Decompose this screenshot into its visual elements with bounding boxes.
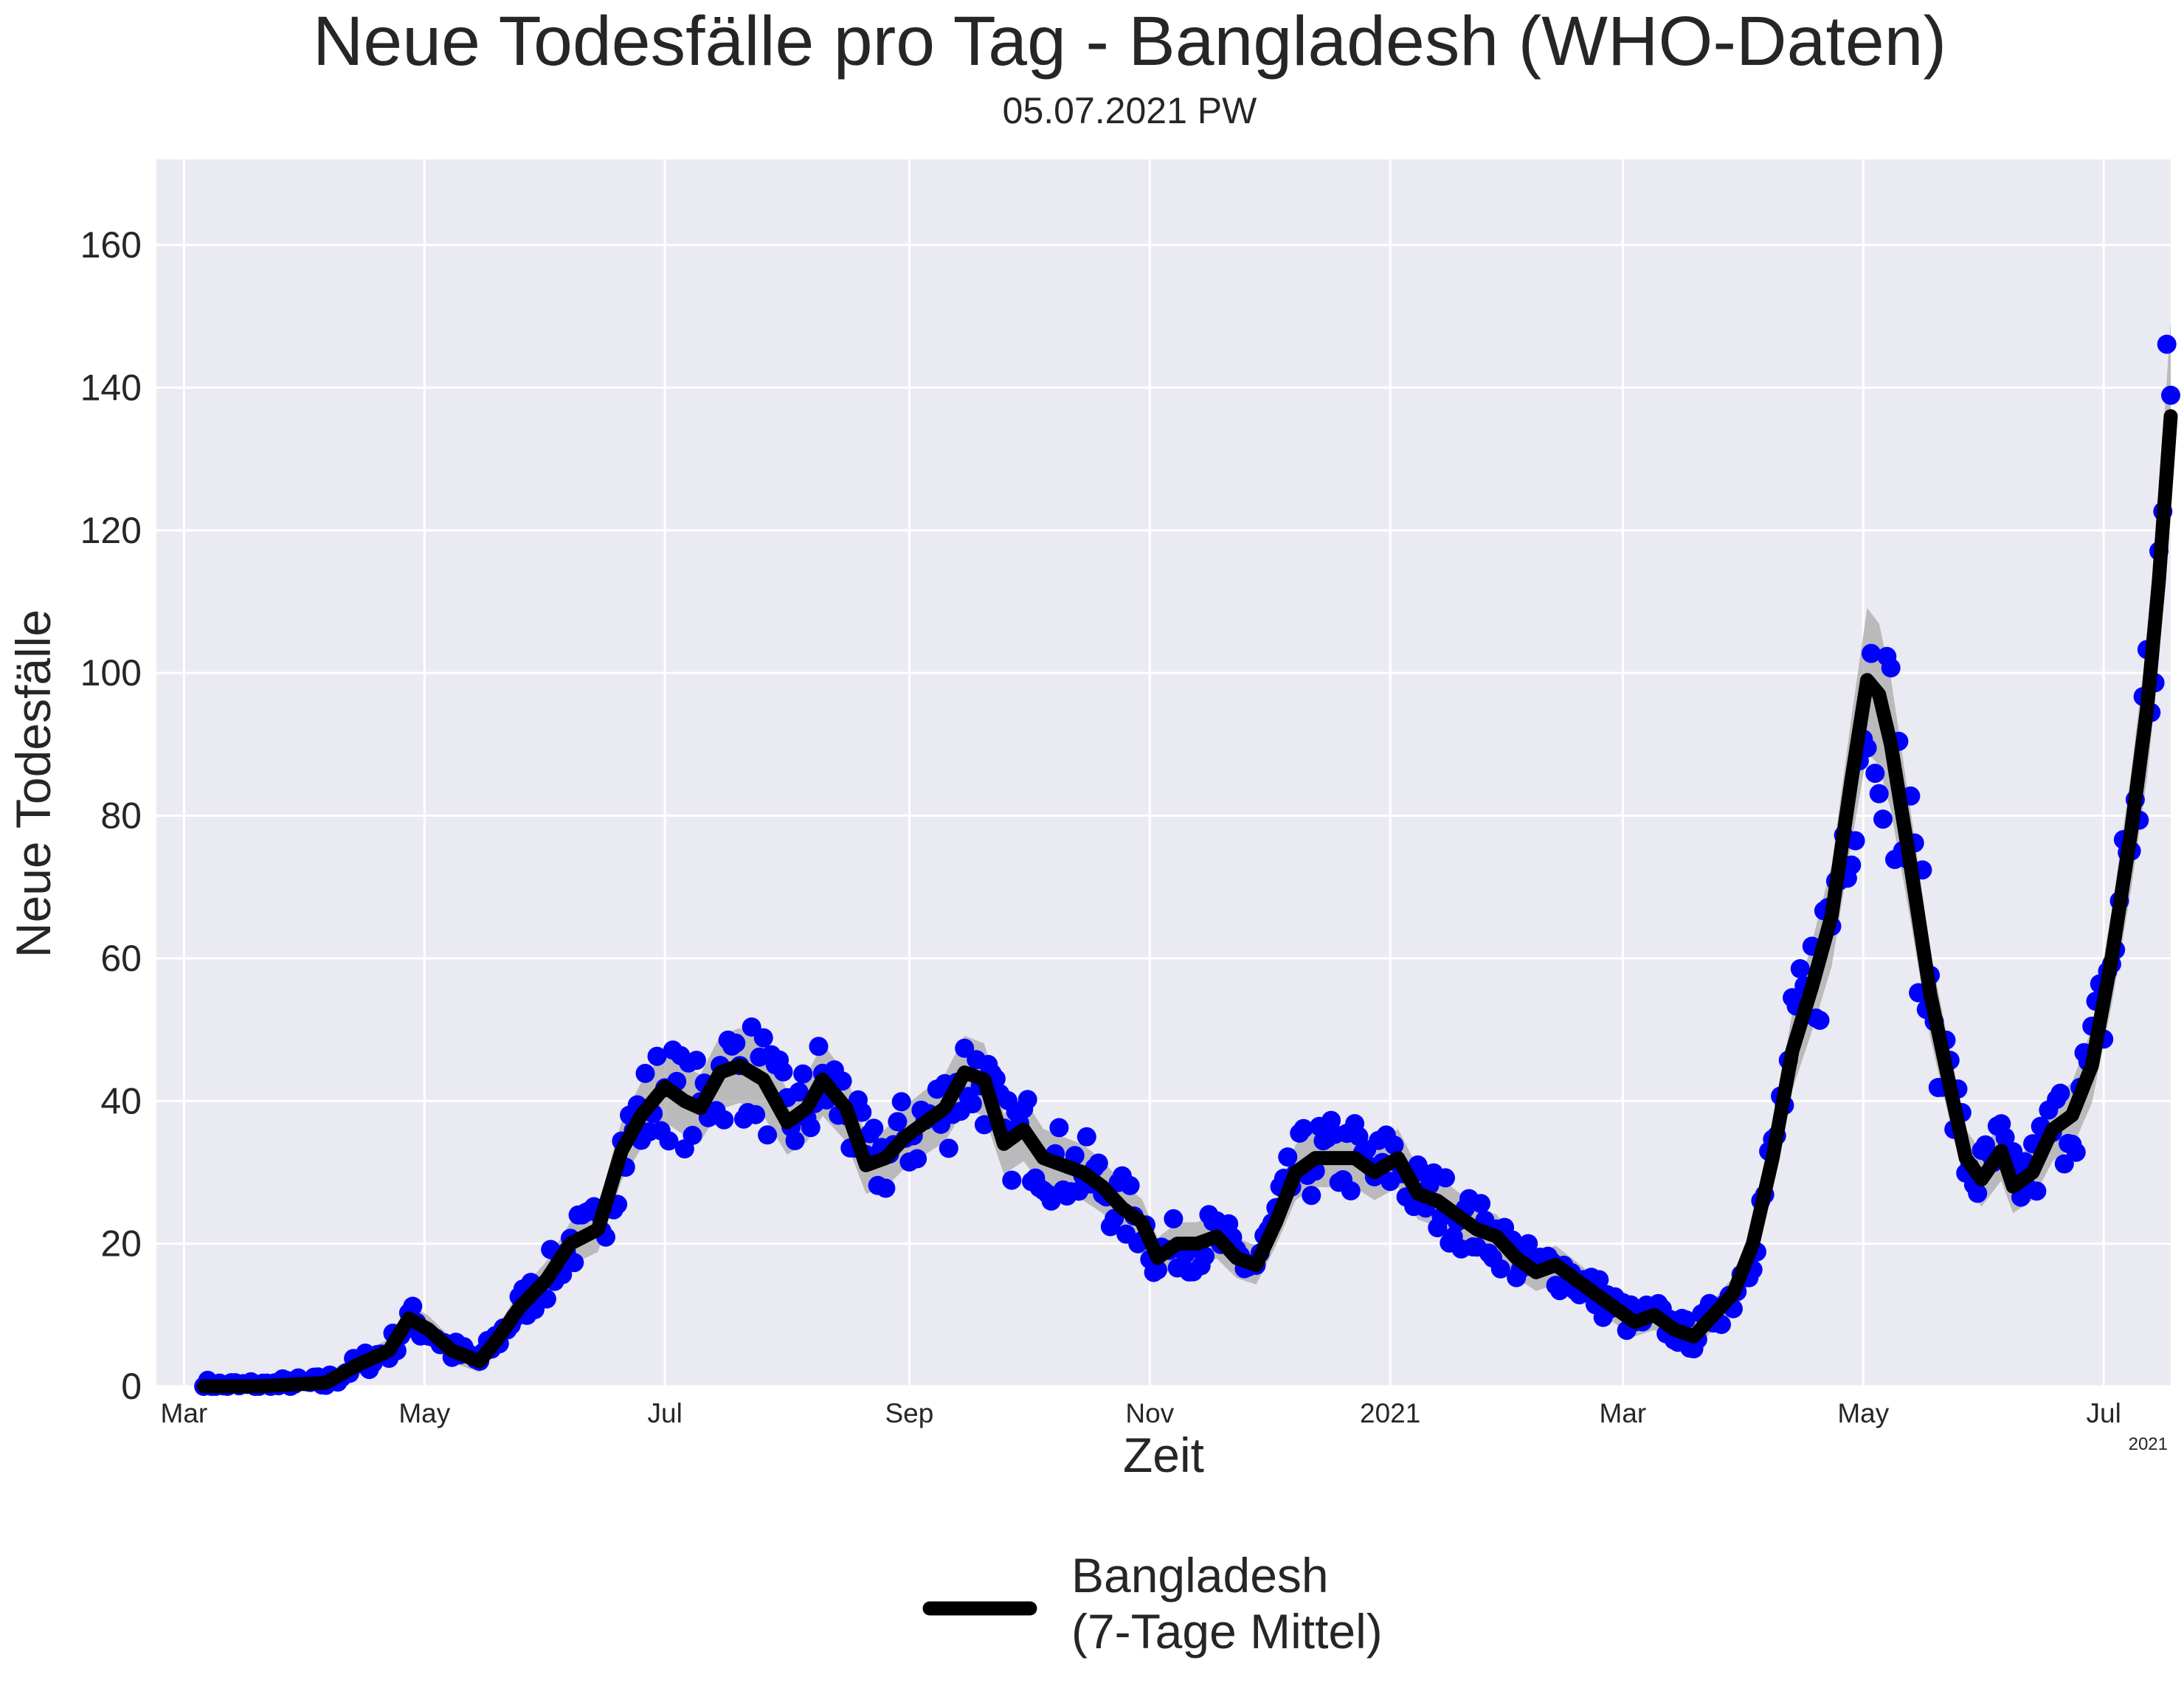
daily-point bbox=[962, 1094, 982, 1113]
daily-point bbox=[1862, 643, 1881, 663]
plot-background bbox=[156, 159, 2171, 1386]
chart-subtitle: 05.07.2021 PW bbox=[1003, 90, 1257, 131]
daily-point bbox=[1995, 1127, 2015, 1147]
y-tick-label: 140 bbox=[80, 367, 142, 408]
daily-point bbox=[1490, 1259, 1510, 1279]
daily-point bbox=[1049, 1118, 1069, 1138]
daily-point bbox=[1120, 1175, 1140, 1195]
daily-point bbox=[1881, 658, 1901, 678]
daily-point bbox=[2050, 1083, 2070, 1103]
daily-point bbox=[2027, 1181, 2047, 1201]
daily-point bbox=[809, 1037, 829, 1057]
y-tick-label: 80 bbox=[100, 795, 142, 837]
daily-point bbox=[1195, 1246, 1215, 1266]
daily-point bbox=[758, 1125, 778, 1145]
daily-point bbox=[793, 1064, 813, 1084]
legend-label: Bangladesh (7-Tage Mittel) bbox=[1071, 1548, 1383, 1659]
daily-point bbox=[864, 1119, 884, 1138]
daily-point bbox=[1384, 1135, 1404, 1155]
legend-label-line: Bangladesh bbox=[1071, 1548, 1329, 1603]
daily-point bbox=[1865, 764, 1885, 784]
y-tick-label: 0 bbox=[121, 1366, 142, 1407]
daily-point bbox=[955, 1038, 975, 1058]
daily-point bbox=[647, 1046, 667, 1066]
y-tick-label: 120 bbox=[80, 510, 142, 551]
x-tick-label: May bbox=[398, 1398, 450, 1428]
daily-point bbox=[1278, 1147, 1298, 1167]
daily-point bbox=[1077, 1127, 1096, 1147]
daily-point bbox=[1873, 809, 1893, 829]
daily-point bbox=[686, 1051, 706, 1071]
daily-point bbox=[785, 1131, 805, 1150]
x-tick-label: Nov bbox=[1125, 1398, 1174, 1428]
daily-point bbox=[888, 1112, 908, 1132]
x-tick-label: Sep bbox=[885, 1398, 933, 1428]
daily-point bbox=[876, 1178, 896, 1198]
daily-point bbox=[753, 1028, 773, 1048]
daily-point bbox=[682, 1125, 702, 1145]
daily-point bbox=[1302, 1186, 1321, 1206]
daily-point bbox=[852, 1102, 872, 1122]
x-axis-offset-label: 2021 bbox=[2129, 1434, 2168, 1454]
daily-point bbox=[939, 1138, 958, 1158]
daily-point bbox=[2157, 334, 2177, 354]
legend: Bangladesh (7-Tage Mittel) bbox=[922, 1548, 1383, 1659]
daily-point bbox=[1436, 1168, 1455, 1188]
chart-title: Neue Todesfälle pro Tag - Bangladesh (WH… bbox=[313, 2, 1946, 80]
daily-point bbox=[635, 1063, 655, 1083]
variance-band bbox=[204, 320, 2171, 1387]
daily-point bbox=[1148, 1260, 1167, 1280]
y-tick-label: 100 bbox=[80, 652, 142, 694]
x-tick-label: Jul bbox=[2087, 1398, 2121, 1428]
daily-point bbox=[1341, 1181, 1361, 1200]
y-tick-label: 20 bbox=[100, 1223, 142, 1265]
daily-point bbox=[1017, 1090, 1037, 1110]
daily-point bbox=[746, 1104, 766, 1124]
y-tick-label: 160 bbox=[80, 224, 142, 266]
x-tick-label: Jul bbox=[648, 1398, 682, 1428]
daily-point bbox=[801, 1118, 820, 1138]
x-axis-label: Zeit bbox=[1123, 1428, 1204, 1482]
y-tick-label: 60 bbox=[100, 938, 142, 979]
daily-point bbox=[908, 1149, 927, 1169]
daily-point bbox=[726, 1033, 746, 1053]
daily-point bbox=[564, 1253, 584, 1273]
y-axis-ticks: 0 20 40 60 80 100 120 140 160 bbox=[80, 224, 142, 1407]
daily-point bbox=[714, 1110, 734, 1130]
daily-point bbox=[2054, 1154, 2074, 1174]
daily-point bbox=[1845, 831, 1865, 851]
daily-point bbox=[891, 1092, 911, 1112]
daily-point bbox=[832, 1071, 852, 1091]
x-tick-label: Mar bbox=[161, 1398, 208, 1428]
daily-point bbox=[2066, 1142, 2086, 1162]
daily-point bbox=[1810, 1010, 1830, 1030]
daily-point bbox=[789, 1082, 809, 1102]
daily-point bbox=[1869, 784, 1889, 803]
daily-point bbox=[1471, 1194, 1491, 1214]
daily-point bbox=[1088, 1153, 1108, 1173]
daily-point bbox=[974, 1115, 994, 1135]
x-tick-label: Mar bbox=[1600, 1398, 1647, 1428]
y-tick-label: 40 bbox=[100, 1080, 142, 1121]
daily-point bbox=[403, 1296, 423, 1316]
daily-point bbox=[1790, 959, 1810, 978]
daily-point bbox=[1164, 1209, 1183, 1228]
x-tick-label: 2021 bbox=[1360, 1398, 1420, 1428]
x-tick-label: May bbox=[1837, 1398, 1889, 1428]
y-axis-label: Neue Todesfälle bbox=[6, 609, 61, 958]
legend-label-line: (7-Tage Mittel) bbox=[1071, 1604, 1383, 1659]
x-axis-ticks: Mar May Jul Sep Nov 2021 Mar May Jul bbox=[161, 1398, 2121, 1428]
daily-point bbox=[659, 1131, 679, 1151]
daily-point bbox=[1002, 1170, 1022, 1190]
daily-point bbox=[1293, 1119, 1313, 1138]
daily-point bbox=[2161, 385, 2180, 405]
daily-point bbox=[1968, 1183, 1988, 1203]
daily-point bbox=[773, 1062, 793, 1082]
rolling-mean-line bbox=[196, 409, 2178, 1394]
daily-point bbox=[1518, 1234, 1538, 1254]
